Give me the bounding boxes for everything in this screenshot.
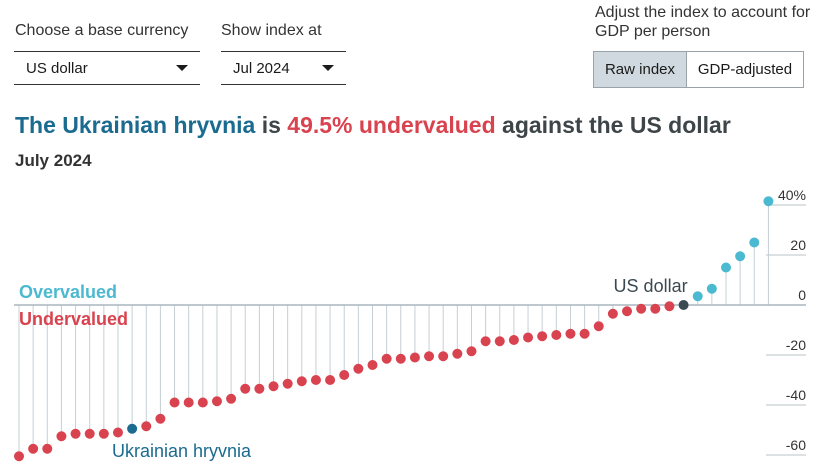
- undervalued-point: [70, 428, 81, 439]
- undervalued-point: [593, 321, 604, 332]
- undervalued-point: [254, 383, 265, 394]
- undervalued-point: [452, 348, 463, 359]
- undervalued-point: [381, 353, 392, 364]
- undervalued-point: [268, 381, 279, 392]
- undervalued-point: [480, 336, 491, 347]
- undervalued-point: [622, 306, 633, 317]
- overvalued-point: [692, 291, 703, 302]
- undervalued-point: [579, 328, 590, 339]
- undervalued-point: [466, 346, 477, 357]
- undervalued-point: [240, 383, 251, 394]
- headline-currency: The Ukrainian hryvnia: [15, 112, 256, 138]
- valuation-chart: 40% 20 0 -20 -40 -60 Overvalued Undervalued US d…: [14, 187, 806, 462]
- undervalued-point: [353, 363, 364, 374]
- undervalued-point: [424, 351, 435, 362]
- undervalued-point: [607, 308, 618, 319]
- undervalued-point: [226, 393, 237, 404]
- undervalued-point: [523, 332, 534, 343]
- undervalued-point: [211, 396, 222, 407]
- undervalued-point: [310, 375, 321, 385]
- base-currency-select[interactable]: US dollar: [14, 51, 200, 85]
- chart-subtitle: July 2024: [15, 151, 92, 170]
- undervalued-point: [197, 397, 208, 408]
- raw-index-button[interactable]: Raw index: [594, 52, 687, 87]
- highlighted-currency-point: [127, 423, 138, 434]
- undervalued-point: [537, 331, 548, 342]
- headline-connector: is: [255, 112, 288, 138]
- undervalued-point: [112, 427, 123, 438]
- overvalued-label: Overvalued: [19, 282, 117, 302]
- undervalued-point: [494, 336, 505, 347]
- overvalued-point: [763, 196, 774, 207]
- undervalued-point: [28, 443, 39, 454]
- undervalued-point: [409, 352, 420, 363]
- undervalued-point: [183, 397, 194, 408]
- y-tick-label: 0: [798, 287, 806, 303]
- undervalued-point: [664, 301, 675, 312]
- base-currency-label: US dollar: [614, 276, 688, 296]
- y-tick-label: -20: [786, 337, 806, 353]
- gdp-adjust-label: Adjust the index to account for GDP per …: [595, 4, 811, 40]
- y-tick-label: -60: [786, 437, 806, 453]
- index-date-select[interactable]: Jul 2024: [221, 51, 346, 85]
- y-tick-label: 40%: [778, 187, 806, 203]
- base-currency-label: Choose a base currency: [15, 22, 189, 39]
- index-date-value: Jul 2024: [233, 59, 290, 77]
- undervalued-point: [565, 328, 576, 339]
- undervalued-point: [650, 303, 661, 314]
- chart-headline: The Ukrainian hryvnia is 49.5% undervalu…: [15, 112, 731, 139]
- undervalued-point: [339, 370, 350, 380]
- gdp-adjusted-button[interactable]: GDP-adjusted: [687, 52, 803, 87]
- chevron-down-icon: [322, 65, 334, 71]
- y-tick-label: 20: [790, 237, 806, 253]
- headline-rest: against the US dollar: [495, 112, 731, 138]
- overvalued-point: [749, 237, 760, 248]
- undervalued-point: [367, 360, 378, 370]
- overvalued-point: [735, 251, 746, 262]
- y-tick-label: -40: [786, 387, 806, 403]
- undervalued-point: [636, 303, 647, 314]
- overvalued-point: [721, 262, 731, 273]
- base-currency-value: US dollar: [26, 59, 88, 77]
- undervalued-point: [14, 451, 24, 462]
- headline-valuation: 49.5% undervalued: [287, 112, 496, 138]
- base-currency-point: [678, 300, 689, 310]
- undervalued-point: [141, 421, 152, 432]
- undervalued-point: [282, 378, 293, 389]
- chevron-down-icon: [176, 65, 188, 71]
- undervalued-point: [551, 330, 562, 340]
- undervalued-point: [395, 353, 406, 364]
- index-date-label: Show index at: [221, 22, 322, 39]
- undervalued-point: [98, 428, 109, 439]
- undervalued-point: [438, 351, 449, 362]
- undervalued-point: [169, 397, 180, 408]
- undervalued-point: [325, 375, 336, 385]
- undervalued-point: [155, 413, 166, 424]
- index-type-toggle: Raw index GDP-adjusted: [593, 51, 804, 88]
- undervalued-point: [508, 335, 519, 345]
- undervalued-point: [84, 428, 95, 439]
- undervalued-point: [296, 376, 307, 387]
- undervalued-label: Undervalued: [19, 309, 128, 329]
- overvalued-point: [706, 283, 717, 294]
- undervalued-point: [56, 431, 67, 442]
- undervalued-point: [42, 443, 53, 454]
- highlighted-currency-label: Ukrainian hryvnia: [112, 441, 252, 461]
